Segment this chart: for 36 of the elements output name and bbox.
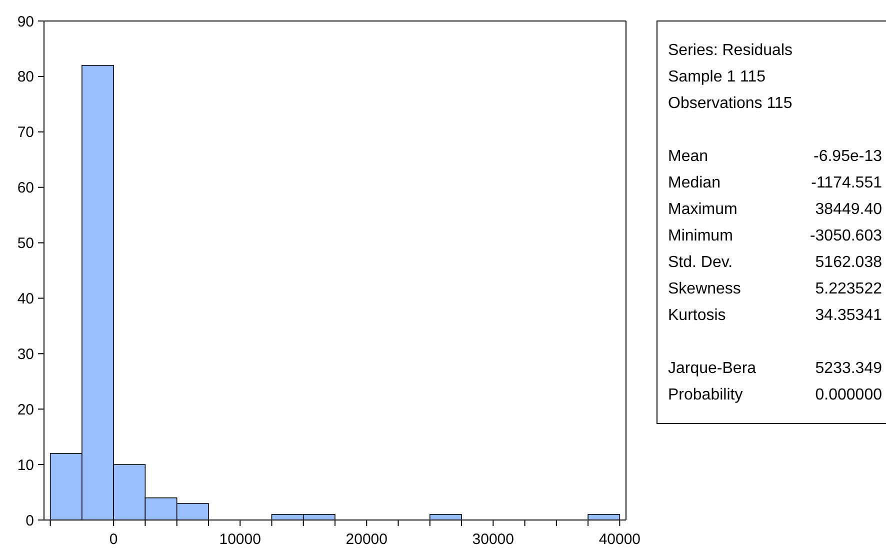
text: -3050.603 bbox=[810, 228, 882, 244]
text: 34.35341 bbox=[815, 307, 882, 324]
y-tick-label: 0 bbox=[26, 512, 34, 530]
text: -1174.551 bbox=[811, 174, 882, 192]
text: Sample 1 115 bbox=[668, 68, 766, 86]
category-label: Std. Dev. bbox=[668, 254, 733, 271]
category-label: Mean bbox=[668, 148, 708, 165]
y-tick-label: 80 bbox=[17, 68, 34, 86]
y-tick-label: 20 bbox=[17, 401, 34, 418]
text: 0.000000 bbox=[815, 386, 882, 404]
x-tick-label: 0 bbox=[109, 531, 118, 548]
y-tick-label: 50 bbox=[17, 235, 34, 252]
text: 38449.40 bbox=[815, 201, 882, 218]
category-label: Minimum bbox=[668, 228, 733, 244]
category-label: Maximum bbox=[668, 201, 738, 218]
x-tick-label: 30000 bbox=[472, 531, 514, 548]
x-tick-label: 40000 bbox=[598, 531, 641, 548]
y-tick-label: 10 bbox=[17, 456, 34, 474]
x-tick-label: 20000 bbox=[346, 531, 388, 548]
text: 5162.038 bbox=[815, 254, 882, 271]
text: Observations 115 bbox=[668, 95, 792, 112]
category-label: Probability bbox=[668, 386, 743, 404]
text: Series: Residuals bbox=[668, 42, 792, 59]
y-tick-label: 70 bbox=[17, 124, 34, 142]
y-tick-label: 30 bbox=[17, 346, 34, 363]
category-label: Kurtosis bbox=[668, 307, 726, 324]
y-tick-label: 40 bbox=[17, 290, 34, 308]
y-tick-label: 60 bbox=[17, 180, 34, 197]
category-label: Skewness bbox=[668, 280, 741, 298]
text: -6.95e-13 bbox=[814, 148, 882, 165]
y-tick-label: 90 bbox=[17, 13, 34, 30]
x-tick-label: 10000 bbox=[219, 531, 261, 548]
category-label: Median bbox=[668, 174, 720, 192]
text: 5.223522 bbox=[815, 280, 882, 298]
category-label: Jarque-Bera bbox=[668, 360, 756, 377]
text: 5233.349 bbox=[815, 360, 882, 377]
